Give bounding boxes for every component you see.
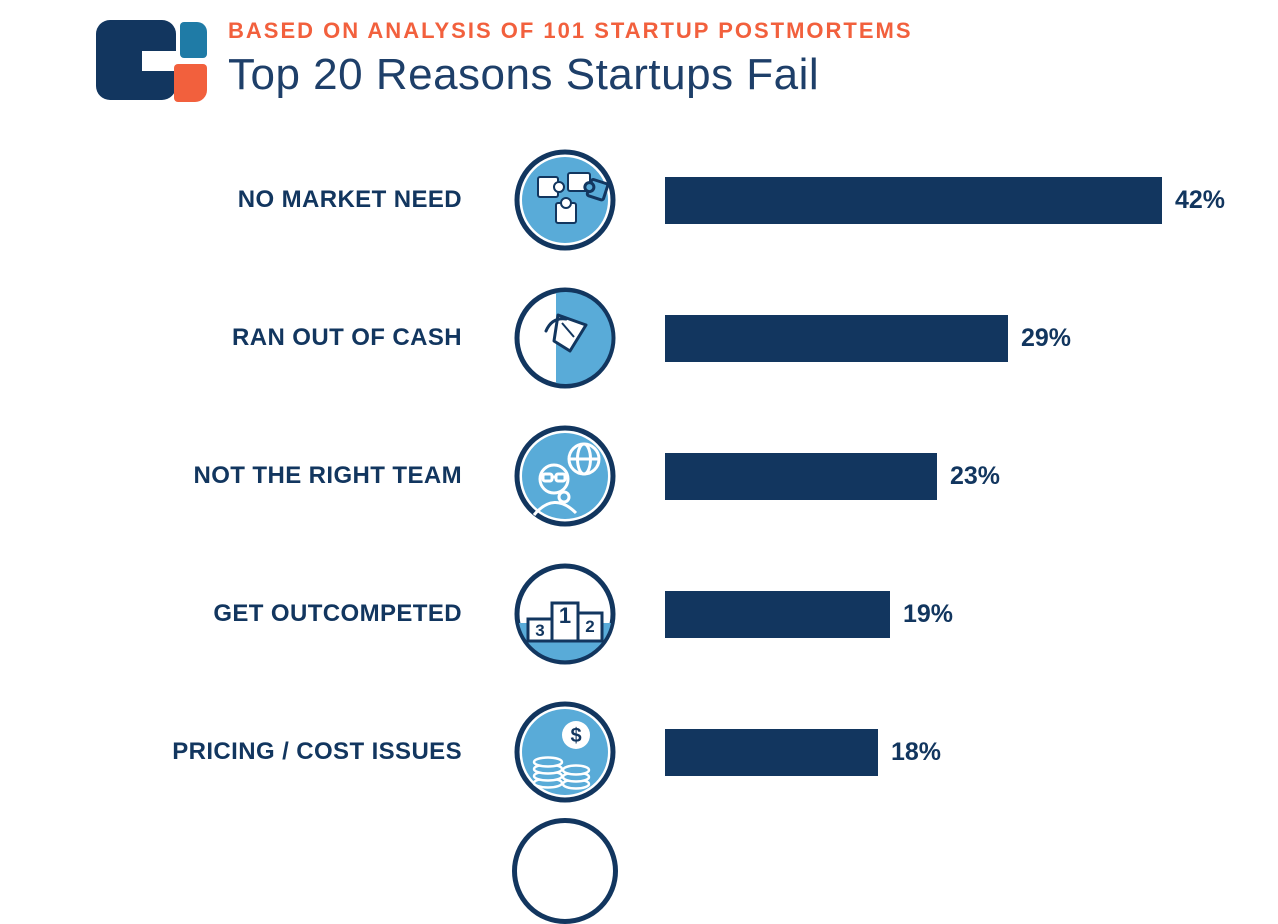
category-label: GET OUTCOMPETED [213, 600, 462, 627]
svg-text:2: 2 [585, 617, 594, 636]
bar-wrap: 18% [665, 728, 942, 776]
bar-ran-out-of-cash [665, 314, 1008, 362]
category-label: NO MARKET NEED [237, 186, 462, 213]
chart-subtitle: BASED ON ANALYSIS OF 101 STARTUP POSTMOR… [228, 18, 913, 43]
value-label: 18% [891, 737, 942, 766]
logo-teal-block [180, 22, 207, 58]
market-puzzle-globe-icon [512, 147, 618, 253]
bar-wrap: 19% [665, 590, 954, 638]
category-label: NOT THE RIGHT TEAM [193, 462, 462, 489]
value-label: 42% [1175, 185, 1226, 214]
empty-pocket-icon [512, 285, 618, 391]
chart-row: NOT THE RIGHT TEAM 23% [0, 421, 1278, 531]
chart-row: RAN OUT OF CASH 29% [0, 283, 1278, 393]
bar-wrap: 42% [665, 176, 1226, 224]
bar-wrap: 23% [665, 452, 1001, 500]
svg-text:1: 1 [559, 603, 571, 628]
cb-insights-logo [96, 18, 210, 104]
value-label: 23% [950, 461, 1001, 490]
svg-text:3: 3 [535, 621, 544, 640]
team-person-globe-icon [512, 423, 618, 529]
bar-get-outcompeted [665, 590, 890, 638]
bar-no-market-need [665, 176, 1162, 224]
svg-text:$: $ [570, 725, 581, 747]
chart-row: PRICING / COST ISSUES $ 18% [0, 697, 1278, 807]
bar-pricing-cost-issues [665, 728, 878, 776]
category-label: RAN OUT OF CASH [232, 324, 462, 351]
chart-row: NO MARKET NEED 42% [0, 145, 1278, 255]
podium-icon: 1 3 2 [512, 561, 618, 667]
bar-not-right-team [665, 452, 937, 500]
value-label: 19% [903, 599, 954, 628]
next-row-icon-partial [512, 818, 618, 924]
page-title: Top 20 Reasons Startups Fail [228, 50, 820, 99]
chart-header: BASED ON ANALYSIS OF 101 STARTUP POSTMOR… [228, 18, 1228, 100]
value-label: 29% [1021, 323, 1072, 352]
bar-wrap: 29% [665, 314, 1072, 362]
logo-orange-block [174, 64, 207, 102]
coins-dollar-icon: $ [512, 699, 618, 805]
category-label: PRICING / COST ISSUES [172, 738, 462, 765]
logo-notch [142, 51, 176, 71]
chart-row: GET OUTCOMPETED 1 3 2 19% [0, 559, 1278, 669]
